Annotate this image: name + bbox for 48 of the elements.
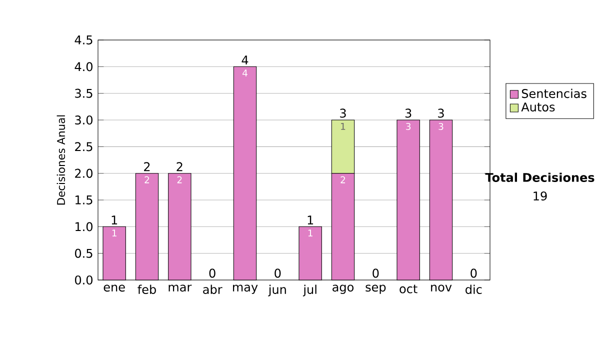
y-tick-label: 4.5 (74, 36, 92, 44)
x-tick-label: jul (302, 284, 316, 296)
data-label: 2 (340, 176, 346, 184)
x-tick-label: mar (168, 284, 192, 292)
x-tick-label: oct (400, 284, 418, 294)
y-tick-label: 2.0 (75, 168, 92, 178)
text: 19 (534, 191, 547, 201)
total-label: 3 (340, 108, 346, 118)
data-label: 1 (112, 230, 116, 236)
y-tick-label: 0.0 (75, 275, 92, 285)
data-label: 1 (308, 230, 312, 236)
data-label: 3 (438, 122, 444, 130)
x-tick-label: ene (104, 284, 125, 292)
legend-label: Autos (521, 102, 555, 112)
total-label: 0 (274, 268, 281, 278)
total-label: 0 (470, 268, 477, 278)
x-tick-label: dic (466, 284, 482, 294)
x-tick-label: sep (366, 284, 386, 294)
data-label: 3 (406, 122, 411, 130)
total-label: 1 (308, 216, 314, 224)
y-tick-label: 4.0 (74, 62, 92, 72)
total-label: 2 (176, 162, 182, 172)
y-tick-label: 2.5 (75, 142, 92, 152)
data-label: 2 (177, 176, 182, 184)
y-tick-label: 3.5 (75, 88, 92, 98)
y-tick-label: 0.5 (75, 248, 92, 258)
data-label: 1 (341, 122, 346, 130)
annotation: Total Decisiones (485, 172, 594, 182)
legend-label: Sentencias (522, 88, 586, 98)
total-label: 0 (372, 268, 379, 278)
x-tick-label: ago (332, 284, 354, 294)
data-label: 2 (144, 176, 150, 184)
y-tick-label: 3.0 (75, 115, 92, 125)
x-tick-label: jun (268, 284, 286, 296)
total-label: 0 (209, 268, 216, 278)
x-tick-label: nov (431, 284, 452, 292)
y-tick-label: 1.5 (76, 196, 92, 204)
x-tick-label: abr (203, 284, 222, 294)
total-label: 3 (405, 108, 412, 118)
x-tick-label: feb (138, 284, 156, 294)
y-axis-title: Decisiones Anual (56, 115, 66, 205)
x-tick-label: may (233, 284, 258, 294)
total-label: 4 (242, 56, 248, 64)
data-label: 4 (242, 70, 248, 76)
total-label: 2 (144, 162, 150, 172)
y-tick-label: 1.0 (76, 222, 92, 232)
total-label: 1 (112, 216, 118, 224)
total-label: 3 (438, 108, 444, 118)
